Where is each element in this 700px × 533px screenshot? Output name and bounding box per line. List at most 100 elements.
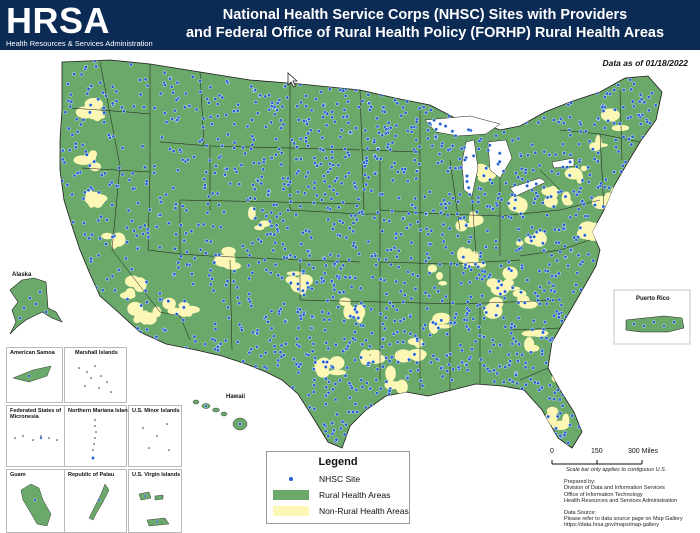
nhsc-site-dot [332, 261, 337, 266]
nhsc-site-dot [364, 338, 368, 343]
nhsc-site-dot [384, 127, 389, 132]
nhsc-site-dot [626, 137, 631, 142]
nhsc-site-dot [202, 186, 207, 190]
inset-us-virgin-islands-label: U.S. Virgin Islands [132, 472, 181, 478]
legend-item-label: Non-Rural Health Areas [319, 506, 409, 516]
nhsc-site-dot [322, 271, 327, 276]
nhsc-site-dot [321, 148, 326, 153]
data-source-line: Please refer to data source page on Map … [564, 516, 683, 523]
nhsc-site-dot [515, 359, 520, 363]
nhsc-site-dot [332, 428, 336, 433]
nhsc-site-dot [387, 342, 392, 347]
nhsc-site-dot [553, 152, 558, 157]
nhsc-site-dot [335, 412, 340, 417]
inset-northern-mariana: Northern Mariana Islands [64, 405, 134, 467]
nhsc-site-dot [382, 326, 387, 331]
puerto-rico-inset: Puerto Rico [613, 289, 691, 345]
nhsc-site-dot [509, 325, 514, 330]
nhsc-site-dot [506, 266, 511, 271]
nhsc-site-dot [525, 183, 530, 188]
non-rural-patch [317, 357, 331, 372]
nhsc-site-dot [389, 247, 394, 252]
nhsc-site-dot [87, 110, 92, 115]
nhsc-site-dot [626, 116, 630, 121]
nhsc-site-dot [430, 320, 435, 325]
nhsc-site-dot [326, 346, 331, 351]
nhsc-site-dot [544, 301, 549, 306]
nhsc-site-dot [517, 342, 522, 347]
nhsc-site-dot [421, 105, 426, 110]
nhsc-site-dot [320, 135, 325, 140]
nhsc-site-dot [255, 178, 260, 183]
nhsc-site-dot [210, 191, 215, 196]
nhsc-site-dot [143, 77, 148, 82]
nhsc-site-dot [301, 268, 306, 273]
nhsc-site-dot [163, 328, 168, 333]
nhsc-site-dot [387, 388, 392, 393]
nhsc-site-dot [139, 303, 144, 308]
nhsc-site-dot [561, 121, 566, 126]
inset-american-samoa: American Samoa [6, 347, 63, 403]
nhsc-site-dot [495, 286, 500, 290]
nhsc-site-dot [261, 167, 266, 172]
nhsc-site-dot [201, 222, 206, 227]
nhsc-site-dot [235, 340, 240, 345]
nhsc-site-dot [508, 359, 513, 364]
nhsc-site-dot [389, 355, 394, 360]
nhsc-site-dot [306, 393, 311, 397]
nhsc-site-dot [409, 129, 414, 134]
inset-american-samoa-label: American Samoa [10, 350, 55, 356]
nhsc-site-dot [396, 248, 401, 253]
nhsc-site-dot [452, 320, 457, 325]
nhsc-site-dot [333, 343, 338, 347]
nhsc-site-dot [273, 112, 277, 117]
nhsc-site-dot [171, 90, 176, 95]
nhsc-site-dot [349, 213, 354, 218]
nhsc-site-dot [516, 175, 521, 180]
nhsc-site-dot [253, 88, 258, 92]
nhsc-site-dot [563, 194, 568, 199]
nhsc-site-dot [614, 145, 619, 150]
non-rural-patch [584, 233, 604, 241]
nhsc-site-dot [213, 253, 218, 258]
nhsc-site-dot [484, 166, 489, 171]
nhsc-site-dot [395, 169, 400, 174]
nhsc-site-dot [395, 330, 400, 335]
nhsc-site-dot [212, 171, 217, 175]
data-source-link[interactable]: https://data.hrsa.gov/maps/map-gallery [564, 522, 660, 529]
nhsc-site-dot [383, 131, 388, 136]
nhsc-site-dot [357, 251, 362, 256]
nhsc-site-dot [232, 122, 237, 127]
nhsc-site-dot [408, 222, 413, 227]
nhsc-site-dot [201, 116, 206, 121]
nhsc-site-dot [66, 126, 71, 131]
nhsc-site-dot [212, 260, 217, 265]
nhsc-site-dot [324, 156, 329, 161]
nhsc-site-dot [272, 344, 277, 349]
nhsc-site-dot [474, 209, 479, 214]
nhsc-site-dot [402, 280, 407, 285]
data-source-label: Data Source: [564, 509, 597, 516]
nhsc-site-dot [449, 378, 454, 382]
nhsc-site-dot [309, 235, 314, 240]
non-rural-patch [486, 278, 500, 288]
nhsc-site-dot [147, 207, 152, 212]
nhsc-site-dot [185, 262, 189, 267]
non-rural-patch [85, 189, 94, 202]
nhsc-site-dot [347, 275, 352, 280]
nhsc-site-dot [440, 298, 445, 303]
nhsc-site-dot [189, 272, 194, 276]
nhsc-site-dot [159, 199, 164, 204]
nhsc-site-dot [75, 129, 80, 134]
nhsc-site-dot [74, 117, 79, 122]
nhsc-site-dot [365, 136, 370, 141]
nhsc-site-dot [138, 92, 143, 97]
nhsc-site-dot [533, 291, 538, 296]
nhsc-site-dot [549, 194, 553, 199]
nhsc-site-dot [510, 379, 515, 384]
nhsc-site-dot [549, 253, 554, 258]
nhsc-site-dot [413, 149, 418, 154]
nhsc-site-dot [485, 204, 490, 209]
nhsc-site-dot [314, 280, 319, 285]
nhsc-site-dot [552, 289, 557, 294]
